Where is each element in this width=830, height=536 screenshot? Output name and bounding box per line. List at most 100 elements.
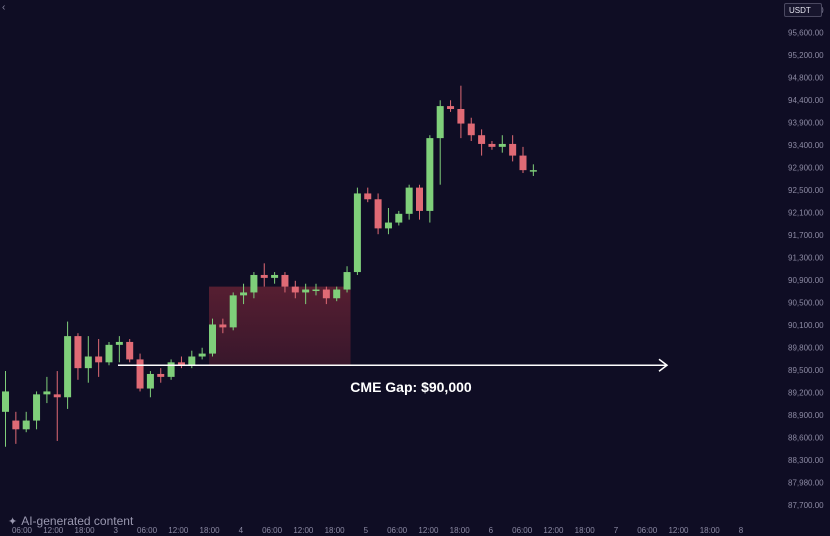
chevron-left-icon[interactable]: ‹ [2,2,6,13]
candle-up [312,289,320,292]
candle-down [322,289,330,299]
candle-up [2,391,9,412]
x-tick-label: 18:00 [575,526,596,535]
x-tick-label: 06:00 [512,526,533,535]
candle-up [333,289,341,299]
x-tick-label: 06:00 [262,526,283,535]
ai-label: AI-generated content [21,514,134,528]
y-tick-label: 93,900.00 [788,119,824,128]
y-tick-label: 95,200.00 [788,51,824,60]
candle-up [384,222,392,229]
y-tick-label: 89,800.00 [788,344,824,353]
x-tick-label: 12:00 [43,526,64,535]
candle-up [250,274,258,293]
x-tick-label: 5 [364,526,369,535]
x-tick-label: 06:00 [637,526,658,535]
cme-gap-label: CME Gap: $90,000 [350,379,472,395]
y-tick-label: 90,900.00 [788,276,824,285]
candle-up [302,289,310,293]
y-tick-label: 87,700.00 [788,501,824,510]
y-tick-label: 89,500.00 [788,366,824,375]
y-tick-label: 92,100.00 [788,209,824,218]
candle-up [167,362,175,377]
y-tick-label: 93,400.00 [788,141,824,150]
candle-down [457,109,465,124]
x-tick-label: 18:00 [75,526,96,535]
candle-down [157,373,165,377]
x-tick-label: 3 [114,526,119,535]
x-tick-label: 06:00 [387,526,408,535]
cme-gap-marker: CME Gap: $90,000 [118,358,669,395]
candle-up [209,324,216,354]
time-axis: 06:00 12:00 18:00 3 06:00 12:00 18:00 4 06:00 12:… [12,526,744,535]
y-tick-label: 92,500.00 [788,186,824,195]
candle-down [447,106,455,109]
candle-up [405,187,413,214]
candle-up [198,353,206,357]
candle-up [33,394,41,421]
y-tick-label: 92,900.00 [788,164,824,173]
y-tick-label: 90,500.00 [788,299,824,308]
x-tick-label: 12:00 [293,526,314,535]
candle-up [436,106,444,139]
x-tick-label: 06:00 [137,526,158,535]
x-tick-label: 18:00 [200,526,221,535]
currency-selector[interactable]: USDT [784,3,822,17]
candle-up [64,336,72,398]
y-tick-label: 94,400.00 [788,96,824,105]
candle-up [105,344,113,363]
price-axis: 96,000.0095,600.0095,200.0094,800.0094,4… [788,6,824,510]
candle-down [364,193,372,200]
y-tick-label: 95,600.00 [788,29,824,38]
candle-down [136,359,144,389]
x-tick-label: 7 [614,526,619,535]
x-tick-label: 12:00 [668,526,689,535]
candle-up [395,213,403,223]
x-tick-label: 12:00 [543,526,564,535]
candle-down [12,420,20,430]
x-tick-label: 12:00 [418,526,439,535]
candle-down [177,362,185,366]
x-tick-label: 18:00 [700,526,721,535]
y-tick-label: 88,900.00 [788,411,824,420]
candle-down [374,199,382,229]
candle-up [498,143,506,147]
candles [2,85,537,447]
candle-down [53,394,61,398]
candle-up [271,274,279,278]
x-tick-label: 12:00 [168,526,189,535]
candle-up [43,391,51,395]
candle-up [343,272,351,290]
x-tick-label: 6 [489,526,494,535]
candle-down [519,155,527,171]
y-tick-label: 94,800.00 [788,74,824,83]
candle-up [115,341,123,345]
candle-down [219,324,227,328]
x-tick-label: 06:00 [12,526,33,535]
candle-down [260,274,268,278]
y-tick-label: 89,200.00 [788,389,824,398]
candle-up [84,356,92,369]
candle-up [529,170,537,172]
y-tick-label: 88,600.00 [788,434,824,443]
y-tick-label: 88,300.00 [788,456,824,465]
candle-up [146,373,154,389]
candle-down [126,341,134,360]
candle-up [240,292,248,296]
candle-down [281,274,289,287]
candle-down [95,356,103,363]
arrow-right-icon [658,358,669,372]
y-tick-label: 87,980.00 [788,479,824,488]
ai-generated-badge: ✦ AI-generated content [8,514,133,528]
candle-down [478,135,486,144]
x-tick-label: 4 [239,526,244,535]
candle-up [426,138,434,211]
candle-down [416,187,423,211]
x-tick-label: 18:00 [450,526,471,535]
y-tick-label: 90,100.00 [788,321,824,330]
x-tick-label: 8 [739,526,744,535]
sparkle-icon: ✦ [8,515,18,528]
y-tick-label: 91,700.00 [788,231,824,240]
candle-down [467,123,475,136]
